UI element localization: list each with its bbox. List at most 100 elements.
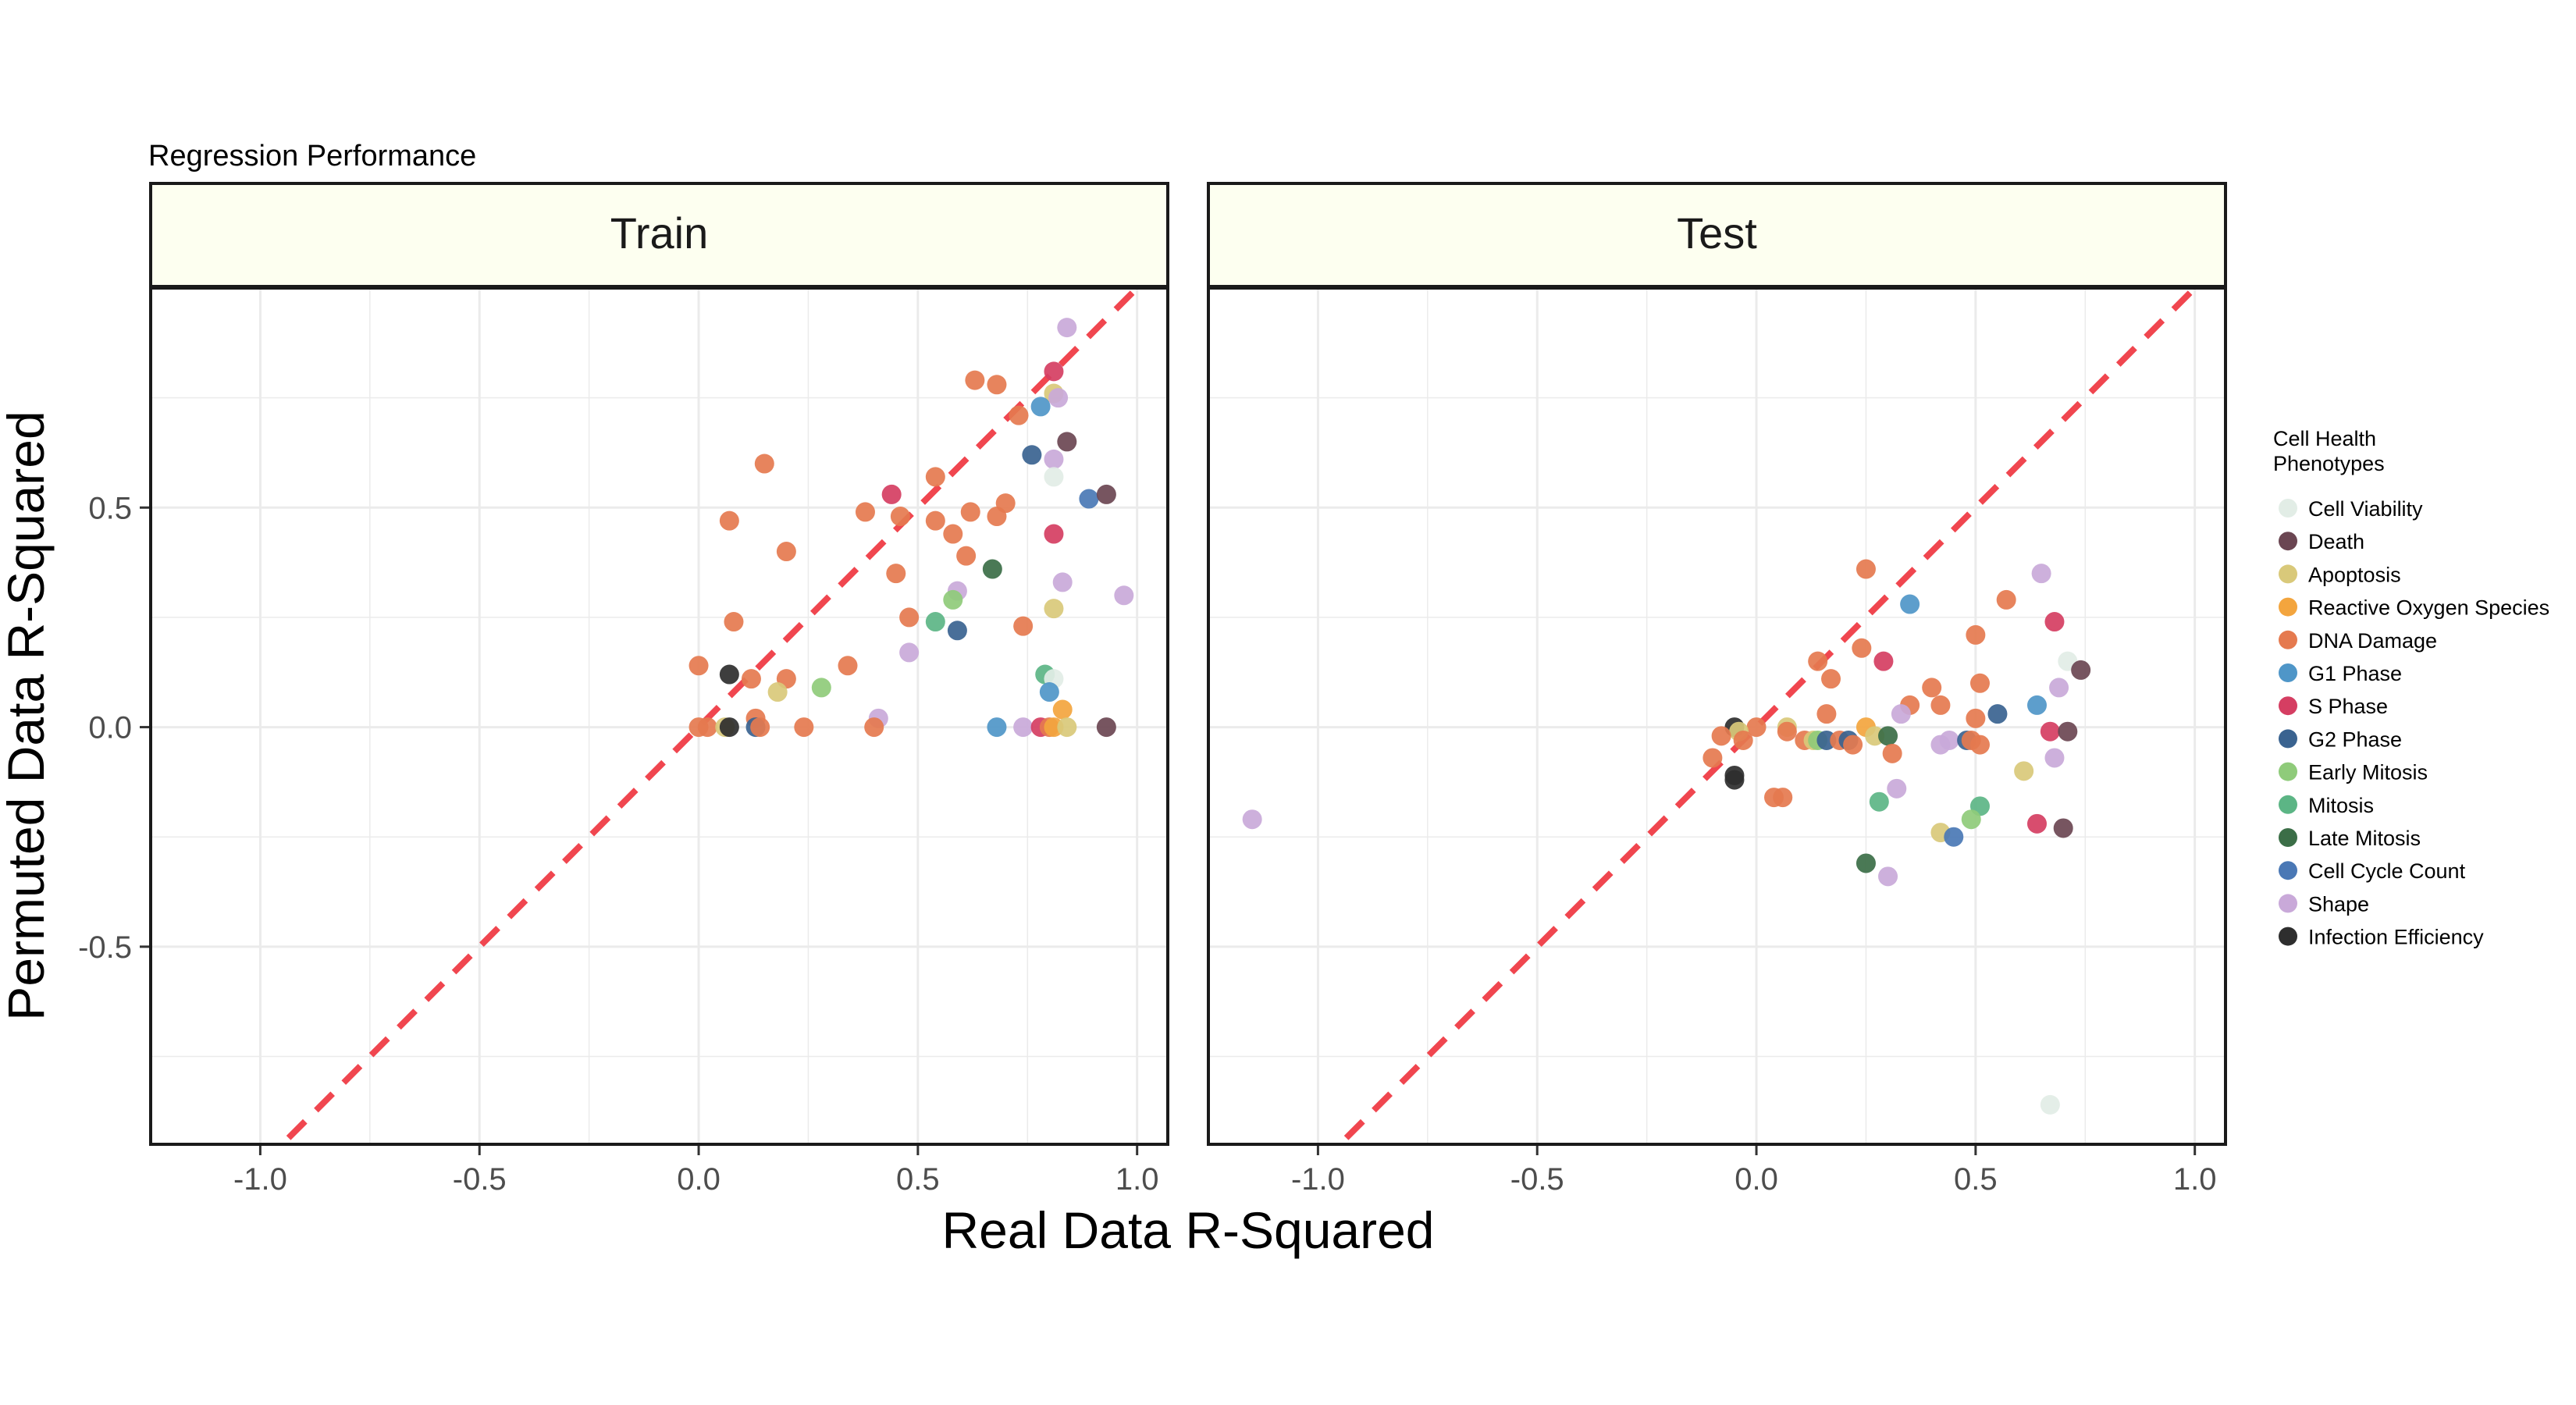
data-point (767, 682, 788, 702)
data-point (1873, 651, 1894, 671)
data-point (719, 717, 739, 738)
data-point (2053, 818, 2073, 838)
x-tick-label: -1.0 (1291, 1162, 1345, 1197)
data-point (794, 717, 814, 738)
data-point (1057, 717, 1077, 738)
reference-line-train (277, 288, 1142, 1144)
data-point (2031, 564, 2051, 584)
x-tick-label: 1.0 (2173, 1162, 2217, 1197)
data-point (1013, 717, 1034, 738)
panel-train: Train (149, 182, 1169, 1146)
y-tick-label: 0.5 (88, 491, 132, 525)
points-test (1242, 559, 2091, 1115)
data-point (1733, 730, 1753, 750)
gridlines-test (1208, 286, 2226, 1144)
x-axis-label: Real Data R-Squared (942, 1201, 1435, 1259)
data-point (1724, 770, 1745, 790)
data-point (2040, 721, 2060, 742)
data-point (956, 546, 977, 566)
data-point (1966, 624, 1986, 645)
data-point (776, 542, 796, 562)
data-point (1030, 397, 1051, 417)
data-point (741, 669, 761, 689)
data-point (987, 375, 1007, 395)
legend-key (2279, 828, 2297, 847)
data-point (750, 717, 770, 738)
data-point (1044, 449, 1064, 469)
y-axis-ticks: -0.5 0.0 0.5 (78, 491, 149, 965)
x-tick-label: -1.0 (233, 1162, 287, 1197)
legend-label: S Phase (2308, 695, 2388, 718)
data-point (943, 589, 963, 610)
data-point (1746, 717, 1767, 738)
legend-label: Early Mitosis (2308, 761, 2428, 784)
legend-entries: Cell Viability Death Apoptosis Reactive Oxy… (2279, 497, 2549, 949)
data-point (1987, 704, 2008, 724)
data-point (1939, 730, 1959, 750)
data-point (855, 502, 875, 522)
data-point (1856, 559, 1876, 579)
legend-key (2279, 630, 2297, 649)
data-point (1996, 589, 2016, 610)
y-tick-label: 0.0 (88, 711, 132, 745)
x-axis-ticks-test: -1.0 -0.5 0.0 0.5 1.0 (1291, 1146, 2217, 1197)
data-point (899, 642, 920, 663)
legend-label: Late Mitosis (2308, 827, 2421, 850)
data-point (925, 467, 945, 487)
data-point (1816, 704, 1837, 724)
y-tick-label: -0.5 (78, 930, 132, 965)
legend-key (2279, 564, 2297, 584)
data-point (1048, 388, 1069, 408)
data-point (2049, 678, 2069, 698)
data-point (1013, 616, 1034, 636)
data-point (1009, 405, 1029, 425)
legend-key (2279, 894, 2297, 913)
legend-key (2279, 532, 2297, 551)
strip-test (1207, 182, 2227, 288)
data-point (960, 502, 980, 522)
data-point (947, 621, 967, 641)
legend-label: Mitosis (2308, 794, 2374, 817)
data-point (965, 370, 985, 390)
legend-key (2279, 696, 2297, 716)
data-point (2071, 660, 2091, 680)
strip-label-train: Train (610, 208, 709, 258)
data-point (1052, 572, 1073, 592)
legend-label: Infection Efficiency (2308, 926, 2484, 949)
data-point (881, 484, 902, 504)
data-point (719, 510, 739, 531)
data-point (1900, 594, 1920, 614)
x-axis-ticks-train: -1.0 -0.5 0.0 0.5 1.0 (233, 1146, 1158, 1197)
legend-key (2279, 729, 2297, 749)
data-point (697, 717, 717, 738)
legend: Cell Health Phenotypes Cell Viability Dea… (2273, 427, 2549, 949)
data-point (719, 664, 739, 685)
data-point (890, 507, 910, 527)
data-point (1096, 717, 1116, 738)
legend-label: Reactive Oxygen Species (2308, 596, 2549, 620)
legend-label: DNA Damage (2308, 629, 2437, 653)
data-point (864, 717, 884, 738)
data-point (1044, 467, 1064, 487)
data-point (1773, 788, 1793, 808)
legend-key (2279, 762, 2297, 781)
data-point (925, 612, 945, 632)
data-point (2044, 612, 2065, 632)
data-point (1242, 809, 1262, 830)
data-point (724, 612, 744, 632)
legend-key (2279, 927, 2297, 946)
data-point (1878, 726, 1898, 746)
data-point (1052, 699, 1073, 720)
data-point (1044, 524, 1064, 544)
data-point (754, 454, 774, 474)
data-point (886, 564, 906, 584)
data-point (1096, 484, 1116, 504)
data-point (1878, 866, 1898, 887)
data-point (1039, 682, 1059, 702)
data-point (1114, 585, 1134, 606)
data-point (2026, 695, 2047, 715)
x-tick-label: 0.5 (896, 1162, 940, 1197)
strip-label-test: Test (1677, 208, 1757, 258)
legend-key (2279, 861, 2297, 880)
